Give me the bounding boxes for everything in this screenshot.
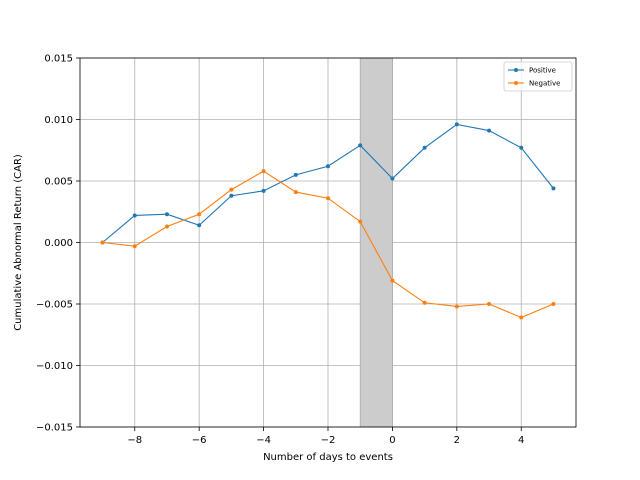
data-point: [519, 145, 524, 150]
data-point: [164, 224, 169, 229]
data-point: [390, 176, 395, 181]
y-tick-label: 0.010: [44, 115, 73, 126]
y-tick-label: 0.015: [44, 54, 73, 65]
data-point: [326, 164, 330, 169]
data-point: [487, 128, 492, 133]
data-point: [422, 300, 427, 305]
data-point: [358, 219, 363, 224]
ticks-layer: −8 −6 −4 −2 0 2 4 −0.015 −0.010 −0.005 0.000 0.005 0…: [36, 54, 524, 447]
x-tick-label: −6: [192, 435, 207, 446]
data-point: [454, 304, 459, 309]
x-tick-label: 2: [454, 435, 460, 446]
data-point: [261, 188, 266, 193]
data-point: [551, 186, 556, 191]
data-point: [261, 169, 266, 174]
y-tick-label: −0.005: [36, 300, 73, 311]
data-point: [197, 223, 202, 228]
legend-label: Negative: [529, 80, 560, 88]
data-point: [422, 145, 427, 150]
data-point: [229, 187, 234, 192]
legend-label: Positive: [529, 67, 556, 75]
data-point: [551, 302, 556, 306]
data-point: [229, 193, 234, 198]
data-point: [132, 244, 137, 249]
y-tick-label: 0.000: [44, 238, 73, 249]
event-window-shade: [359, 57, 393, 428]
y-tick-label: −0.015: [36, 423, 73, 434]
data-point: [390, 278, 395, 283]
y-tick-label: −0.010: [36, 361, 73, 372]
series-negative: [100, 169, 556, 320]
legend: Positive Negative: [503, 61, 573, 92]
data-point: [454, 122, 459, 127]
data-point: [164, 212, 169, 217]
data-point: [358, 143, 363, 148]
legend-marker: [514, 68, 518, 72]
x-tick-label: −2: [321, 435, 336, 446]
y-tick-label: 0.005: [44, 177, 73, 188]
legend-box: [503, 61, 573, 92]
x-tick-label: −4: [256, 435, 271, 446]
data-point: [100, 240, 105, 245]
data-point: [293, 190, 298, 195]
x-tick-label: −8: [127, 435, 142, 446]
x-tick-label: 4: [518, 435, 524, 446]
x-tick-label: 0: [389, 435, 395, 446]
data-point: [132, 213, 137, 218]
y-axis-label: Cumulative Abnormal Return (CAR): [13, 154, 24, 331]
shaded-region-layer: [359, 57, 393, 428]
x-axis-label: Number of days to events: [263, 452, 393, 463]
data-point: [326, 196, 330, 201]
legend-marker: [514, 81, 518, 85]
series-positive: [100, 122, 556, 245]
series-layer: [100, 122, 556, 320]
data-point: [197, 212, 202, 217]
data-point: [487, 302, 492, 306]
data-point: [293, 172, 298, 177]
data-point: [519, 315, 524, 320]
